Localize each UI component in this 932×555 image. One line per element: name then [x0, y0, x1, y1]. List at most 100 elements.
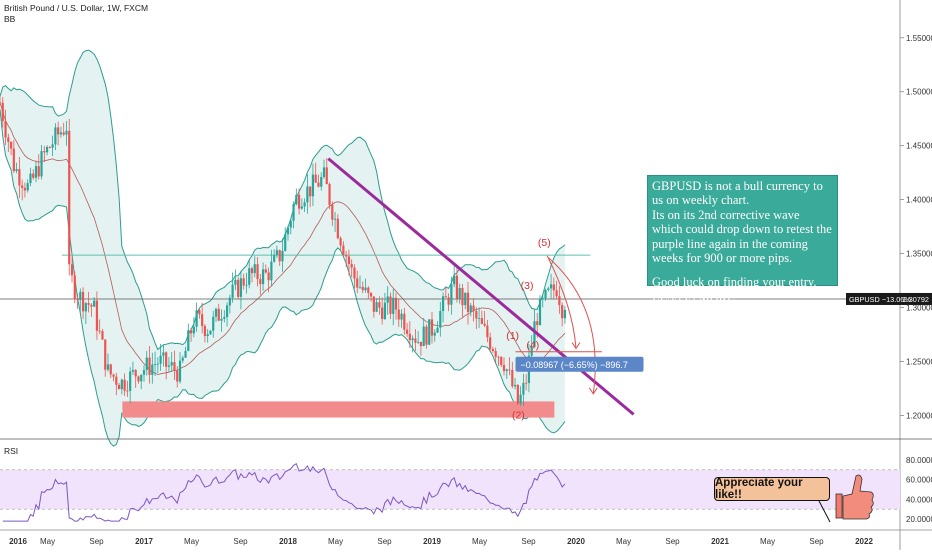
candle-body	[444, 296, 447, 298]
thumb-cuff	[835, 493, 843, 519]
candle-body	[289, 220, 292, 228]
candle-body	[405, 329, 409, 334]
rsi-tick-label: 40.0000	[906, 495, 932, 504]
candle	[26, 179, 29, 193]
candle	[317, 174, 320, 188]
candle	[206, 328, 209, 343]
candle	[40, 144, 43, 180]
candle-body	[54, 127, 57, 145]
candle-body	[195, 310, 198, 327]
candle	[364, 278, 367, 293]
candle	[209, 330, 212, 335]
rsi-line	[2, 462, 566, 522]
candle-body	[148, 357, 151, 375]
candle-body	[549, 284, 553, 289]
candle-body	[447, 297, 450, 305]
candle	[367, 286, 370, 299]
candle	[101, 328, 104, 340]
candle	[461, 283, 464, 318]
candle	[104, 339, 107, 377]
candle-body	[176, 370, 179, 382]
candle	[1, 96, 4, 128]
candle-body	[309, 186, 312, 197]
candle-body	[79, 291, 82, 300]
candle	[284, 227, 287, 252]
candle-body	[489, 337, 492, 350]
candle	[383, 292, 387, 321]
candle-body	[353, 267, 356, 279]
candle-body	[450, 284, 453, 305]
candle	[552, 277, 555, 300]
candle-body	[253, 264, 256, 274]
candle-body	[123, 379, 126, 391]
candle-body	[306, 186, 309, 203]
annotations: −0.08967 (−6.65%) −896.7 (5) (3) (1) (4) (2)	[327, 157, 644, 422]
candle	[541, 294, 544, 308]
candle-body	[167, 365, 171, 367]
time-tick-label: May	[184, 537, 199, 546]
candle-body	[497, 356, 500, 358]
candle-body	[201, 314, 204, 327]
candle	[95, 291, 99, 340]
candle-body	[464, 292, 467, 306]
time-tick-label: May	[616, 537, 631, 546]
candle	[353, 264, 356, 289]
candle	[292, 201, 295, 229]
candle-body	[192, 326, 195, 334]
candle-body	[109, 364, 112, 375]
price-tick-label: 1.55000	[906, 34, 932, 43]
candles	[0, 95, 567, 407]
candle-body	[375, 302, 378, 312]
candle-body	[98, 330, 101, 332]
like-callout: Appreciate your like!!	[714, 477, 830, 501]
candle-body	[84, 303, 87, 312]
candle	[549, 273, 553, 299]
candle-body	[131, 370, 135, 372]
candle	[18, 156, 21, 198]
candle	[134, 369, 137, 388]
candle-body	[369, 292, 373, 297]
candle	[455, 266, 459, 303]
time-tick-label: Sep	[89, 537, 104, 546]
candle-body	[267, 272, 270, 281]
candle-body	[21, 185, 24, 188]
candle-body	[76, 298, 79, 300]
candle	[62, 122, 65, 137]
thumb-hand	[842, 474, 874, 520]
candle	[417, 331, 420, 344]
candle-body	[455, 275, 459, 299]
candle-body	[15, 169, 18, 172]
thumbs-up-icon	[835, 474, 874, 520]
candle	[511, 361, 514, 389]
candle-body	[37, 166, 40, 177]
candle-body	[508, 369, 511, 371]
candle-body	[433, 332, 436, 336]
candle-body	[303, 202, 306, 207]
candle-body	[115, 376, 118, 385]
candle	[217, 303, 220, 322]
candle	[345, 250, 348, 268]
candle	[167, 356, 171, 372]
candle	[275, 245, 279, 259]
candle-body	[533, 321, 536, 347]
candle-body	[466, 292, 470, 312]
candle-body	[522, 382, 525, 395]
candle-body	[547, 288, 550, 290]
candle-body	[120, 379, 123, 390]
candle	[123, 373, 126, 397]
candle	[239, 270, 243, 310]
time-tick-label: 2017	[135, 537, 153, 546]
candle	[389, 292, 392, 319]
candle	[87, 291, 90, 313]
candle	[325, 158, 328, 185]
candle	[48, 145, 51, 149]
candle	[253, 256, 256, 278]
candle-body	[101, 331, 104, 340]
candle	[261, 262, 265, 291]
candle-body	[525, 382, 528, 384]
candle-body	[173, 362, 176, 371]
candle	[51, 135, 54, 157]
price-tick-label: 1.30000	[906, 304, 932, 313]
time-tick-label: May	[472, 537, 487, 546]
candle	[464, 292, 467, 310]
